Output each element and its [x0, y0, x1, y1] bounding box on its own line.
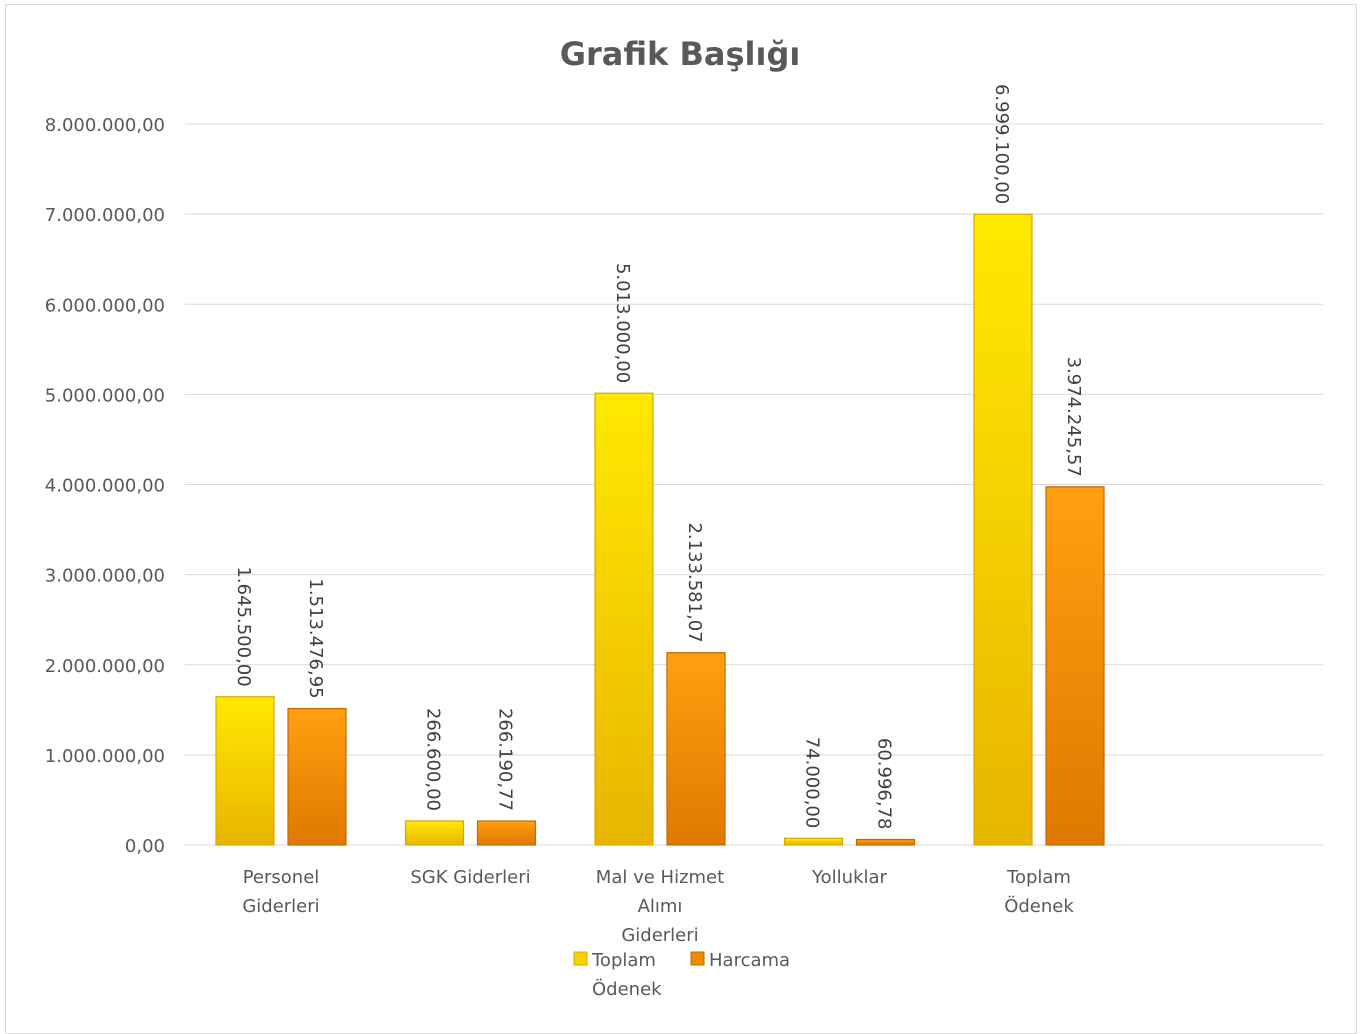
x-category-label: SGK Giderleri	[410, 867, 530, 888]
chart-title: Grafik Başlığı	[560, 35, 801, 73]
x-category-label: Toplam	[1006, 867, 1071, 888]
bar	[476, 820, 537, 846]
data-label: 60.996,78	[874, 738, 895, 830]
data-label: 1.513.476,95	[305, 578, 326, 698]
data-label: 6.999.100,00	[991, 84, 1012, 204]
legend-label: Harcama	[709, 950, 790, 971]
data-label: 5.013.000,00	[612, 263, 633, 383]
x-axis-categories: Personel Giderleri SGK Giderleri Mal ve Hiz…	[242, 867, 1074, 946]
y-axis-ticks: 0,00 1.000.000,00 2.000.000,00 3.000.000,00…	[45, 115, 165, 857]
legend-swatch	[573, 951, 588, 966]
y-tick-label: 0,00	[125, 836, 165, 857]
x-category-label: Giderleri	[621, 925, 698, 946]
data-label: 266.600,00	[423, 708, 444, 811]
legend-label: Ödenek	[592, 978, 662, 1000]
x-category-label: Yolluklar	[811, 867, 887, 888]
x-category-label: Ödenek	[1004, 895, 1074, 917]
y-tick-label: 3.000.000,00	[45, 566, 165, 587]
bar	[215, 696, 275, 846]
y-tick-label: 8.000.000,00	[45, 115, 165, 136]
y-tick-label: 6.000.000,00	[45, 295, 165, 316]
x-category-label: Mal ve Hizmet	[596, 867, 724, 888]
x-category-label: Giderleri	[242, 896, 319, 917]
data-label: 2.133.581,07	[684, 522, 705, 642]
legend-swatch	[690, 951, 705, 966]
gridlines	[185, 123, 1323, 846]
y-tick-label: 5.000.000,00	[45, 385, 165, 406]
bar	[287, 707, 347, 846]
bar	[594, 392, 654, 846]
y-tick-label: 1.000.000,00	[45, 746, 165, 767]
x-category-label: Personel	[243, 867, 320, 888]
x-category-label: Alımı	[638, 896, 683, 917]
bar	[855, 838, 916, 846]
bar	[1045, 486, 1105, 846]
y-tick-label: 7.000.000,00	[45, 205, 165, 226]
bar	[404, 820, 465, 846]
legend: Toplam Ödenek Harcama	[573, 950, 790, 1000]
y-tick-label: 2.000.000,00	[45, 656, 165, 677]
bar	[783, 837, 844, 846]
bar	[666, 652, 726, 846]
data-label: 74.000,00	[802, 737, 823, 829]
data-labels: 1.645.500,00 266.600,00 5.013.000,00 74.000…	[233, 84, 1084, 830]
data-label: 266.190,77	[495, 708, 516, 811]
data-label: 3.974.245,57	[1063, 357, 1084, 477]
y-tick-label: 4.000.000,00	[45, 476, 165, 497]
bar	[973, 213, 1033, 846]
legend-label: Toplam	[591, 950, 656, 971]
data-label: 1.645.500,00	[233, 566, 254, 686]
bars	[215, 213, 1105, 846]
